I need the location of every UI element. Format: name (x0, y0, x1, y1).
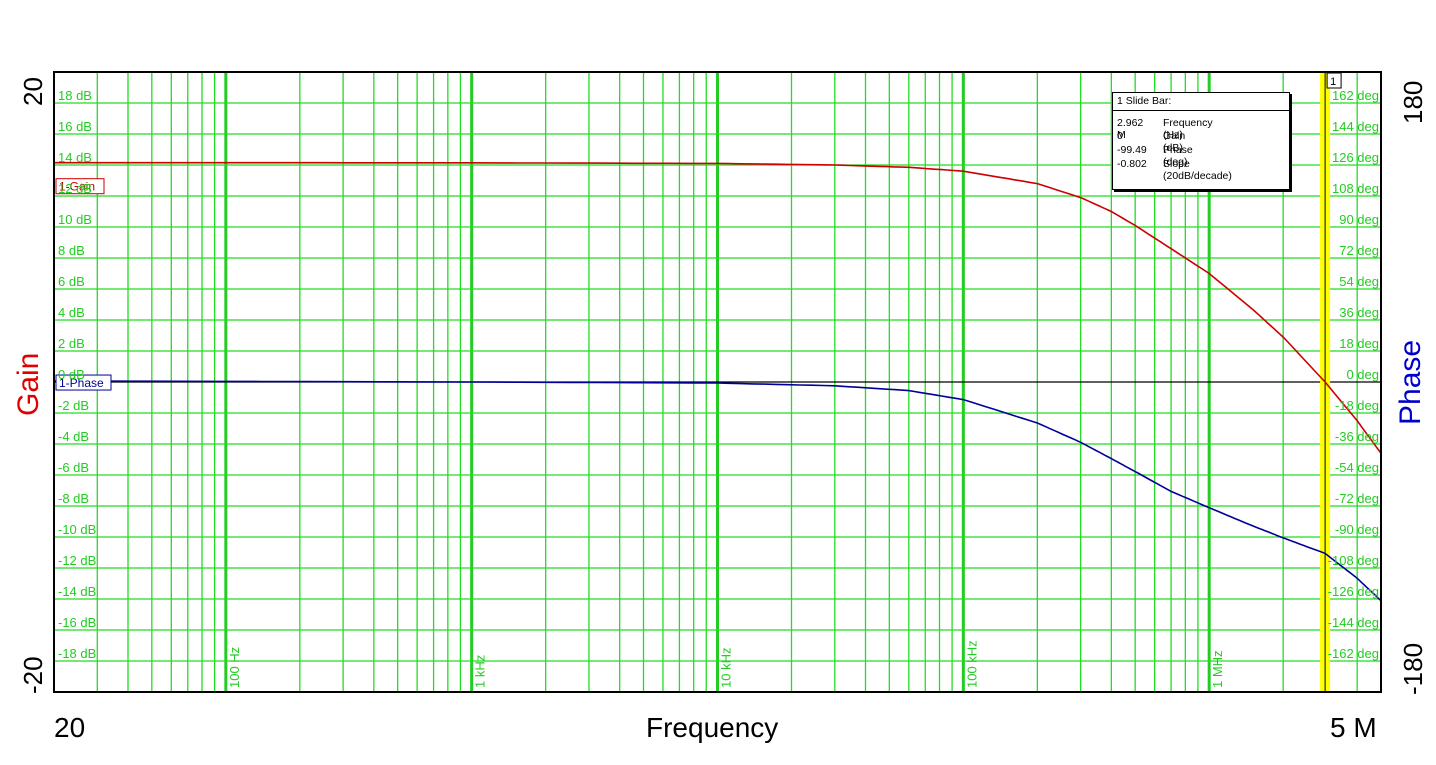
slide-bar-slope-label: Slope (20dB/decade) (1163, 158, 1232, 182)
slide-bar-gain-value: 0 (1117, 130, 1123, 142)
left-tick-label: 6 dB (58, 274, 85, 289)
right-tick-label: -72 deg (1335, 491, 1379, 506)
slide-bar-phase-value: -99.49 (1117, 144, 1147, 156)
left-axis-min-label: -20 (18, 656, 48, 694)
slide-bar-frequency-value: 2.962 M (1117, 117, 1144, 141)
right-axis-title: Phase (1394, 339, 1427, 425)
slide-bar-divider (1113, 110, 1289, 111)
frame-rect (53, 71, 1382, 693)
x-axis-title: Frequency (646, 712, 779, 743)
series-label-box (55, 178, 105, 195)
right-tick-label: -144 deg (1328, 615, 1379, 630)
left-tick-label: 12 dB (58, 181, 92, 196)
left-tick-label: -16 dB (58, 615, 96, 630)
decade-label: 1 MHz (1210, 650, 1225, 688)
right-tick-label: 90 deg (1339, 212, 1379, 227)
right-tick-label: 36 deg (1339, 305, 1379, 320)
x-axis-max-label: 5 M (1330, 712, 1377, 743)
right-tick-label: 18 deg (1339, 336, 1379, 351)
left-tick-label: 18 dB (58, 88, 92, 103)
left-tick-label: 10 dB (58, 212, 92, 227)
left-axis-title: Gain (12, 352, 45, 416)
right-tick-label: -18 deg (1335, 398, 1379, 413)
left-tick-label: 8 dB (58, 243, 85, 258)
right-tick-label: 54 deg (1339, 274, 1379, 289)
left-tick-label: -4 dB (58, 429, 89, 444)
series-label: 1-Phase (59, 376, 104, 390)
right-tick-label: 0 deg (1346, 367, 1379, 382)
slide-bar-slope-value: -0.802 (1117, 158, 1147, 170)
right-tick-label: 162 deg (1332, 88, 1379, 103)
series-1-phase (53, 380, 1382, 602)
series-1-gain (54, 161, 1382, 454)
right-tick-label: -36 deg (1335, 429, 1379, 444)
decade-label: 100 Hz (227, 647, 242, 688)
slide-bar-phase-label: Phase (deg) (1163, 144, 1193, 168)
left-tick-label: 2 dB (58, 336, 85, 351)
right-axis-min-label: -180 (1398, 642, 1428, 695)
right-tick-label: -90 deg (1335, 522, 1379, 537)
series-label-box (55, 374, 112, 391)
x-axis-min-label: 20 (54, 712, 86, 743)
left-tick-label: 0 dB (58, 367, 85, 382)
decade-labels: 100 Hz 1 kHz 10 kHz 100 kHz 1 MHz (227, 640, 1225, 688)
slide-bar-readout[interactable]: 1 Slide Bar: 2.962 M Frequency (Hz) 0 Ga… (1112, 92, 1290, 190)
right-tick-label: 144 deg (1332, 119, 1379, 134)
decade-label: 10 kHz (719, 648, 734, 688)
left-axis-max-label: 20 (18, 77, 48, 106)
right-tick-label: 108 deg (1332, 181, 1379, 196)
right-axis-max-label: 180 (1398, 80, 1428, 124)
right-tick-label: 72 deg (1339, 243, 1379, 258)
left-tick-label: 16 dB (58, 119, 92, 134)
left-tick-label: 14 dB (58, 150, 92, 165)
left-tick-label: -12 dB (58, 553, 96, 568)
right-tick-label: -162 deg (1328, 646, 1379, 661)
series-label: 1-Gain (59, 180, 95, 194)
slide-bar-gain-label: Gain (dB) (1163, 130, 1186, 154)
cursor-index-label: 1 (1330, 76, 1336, 88)
series-lines: 1-Gain 1-Phase (53, 161, 1382, 602)
left-tick-label: -2 dB (58, 398, 89, 413)
left-tick-label: -10 dB (58, 522, 96, 537)
tick-labels: 18 dB 16 dB 14 dB 12 dB 10 dB 8 dB 6 dB 4 dB 2 d… (58, 88, 1379, 661)
decade-label: 1 kHz (473, 655, 488, 688)
right-tick-label: 126 deg (1332, 150, 1379, 165)
right-tick-label: -126 deg (1328, 584, 1379, 599)
decade-label: 100 kHz (964, 640, 979, 688)
left-tick-label: -8 dB (58, 491, 89, 506)
left-tick-label: -14 dB (58, 584, 96, 599)
left-tick-label: -6 dB (58, 460, 89, 475)
left-tick-label: 4 dB (58, 305, 85, 320)
left-tick-label: -18 dB (58, 646, 96, 661)
slide-bar-title: 1 Slide Bar: (1117, 95, 1172, 107)
right-tick-label: -108 deg (1328, 553, 1379, 568)
right-tick-label: -54 deg (1335, 460, 1379, 475)
slide-bar-frequency-label: Frequency (Hz) (1163, 117, 1213, 141)
plot-frame (53, 71, 1382, 693)
